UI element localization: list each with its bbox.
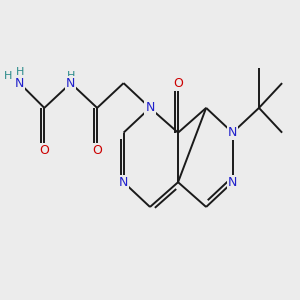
Text: O: O (92, 143, 102, 157)
Text: N: N (228, 176, 237, 189)
Text: H: H (4, 71, 12, 81)
Text: H: H (16, 67, 24, 77)
Text: N: N (145, 101, 155, 114)
Text: O: O (173, 76, 183, 90)
Text: N: N (15, 76, 24, 90)
Text: H: H (67, 71, 75, 81)
Text: N: N (228, 126, 237, 139)
Text: N: N (66, 76, 75, 90)
Text: O: O (39, 143, 49, 157)
Text: N: N (119, 176, 128, 189)
